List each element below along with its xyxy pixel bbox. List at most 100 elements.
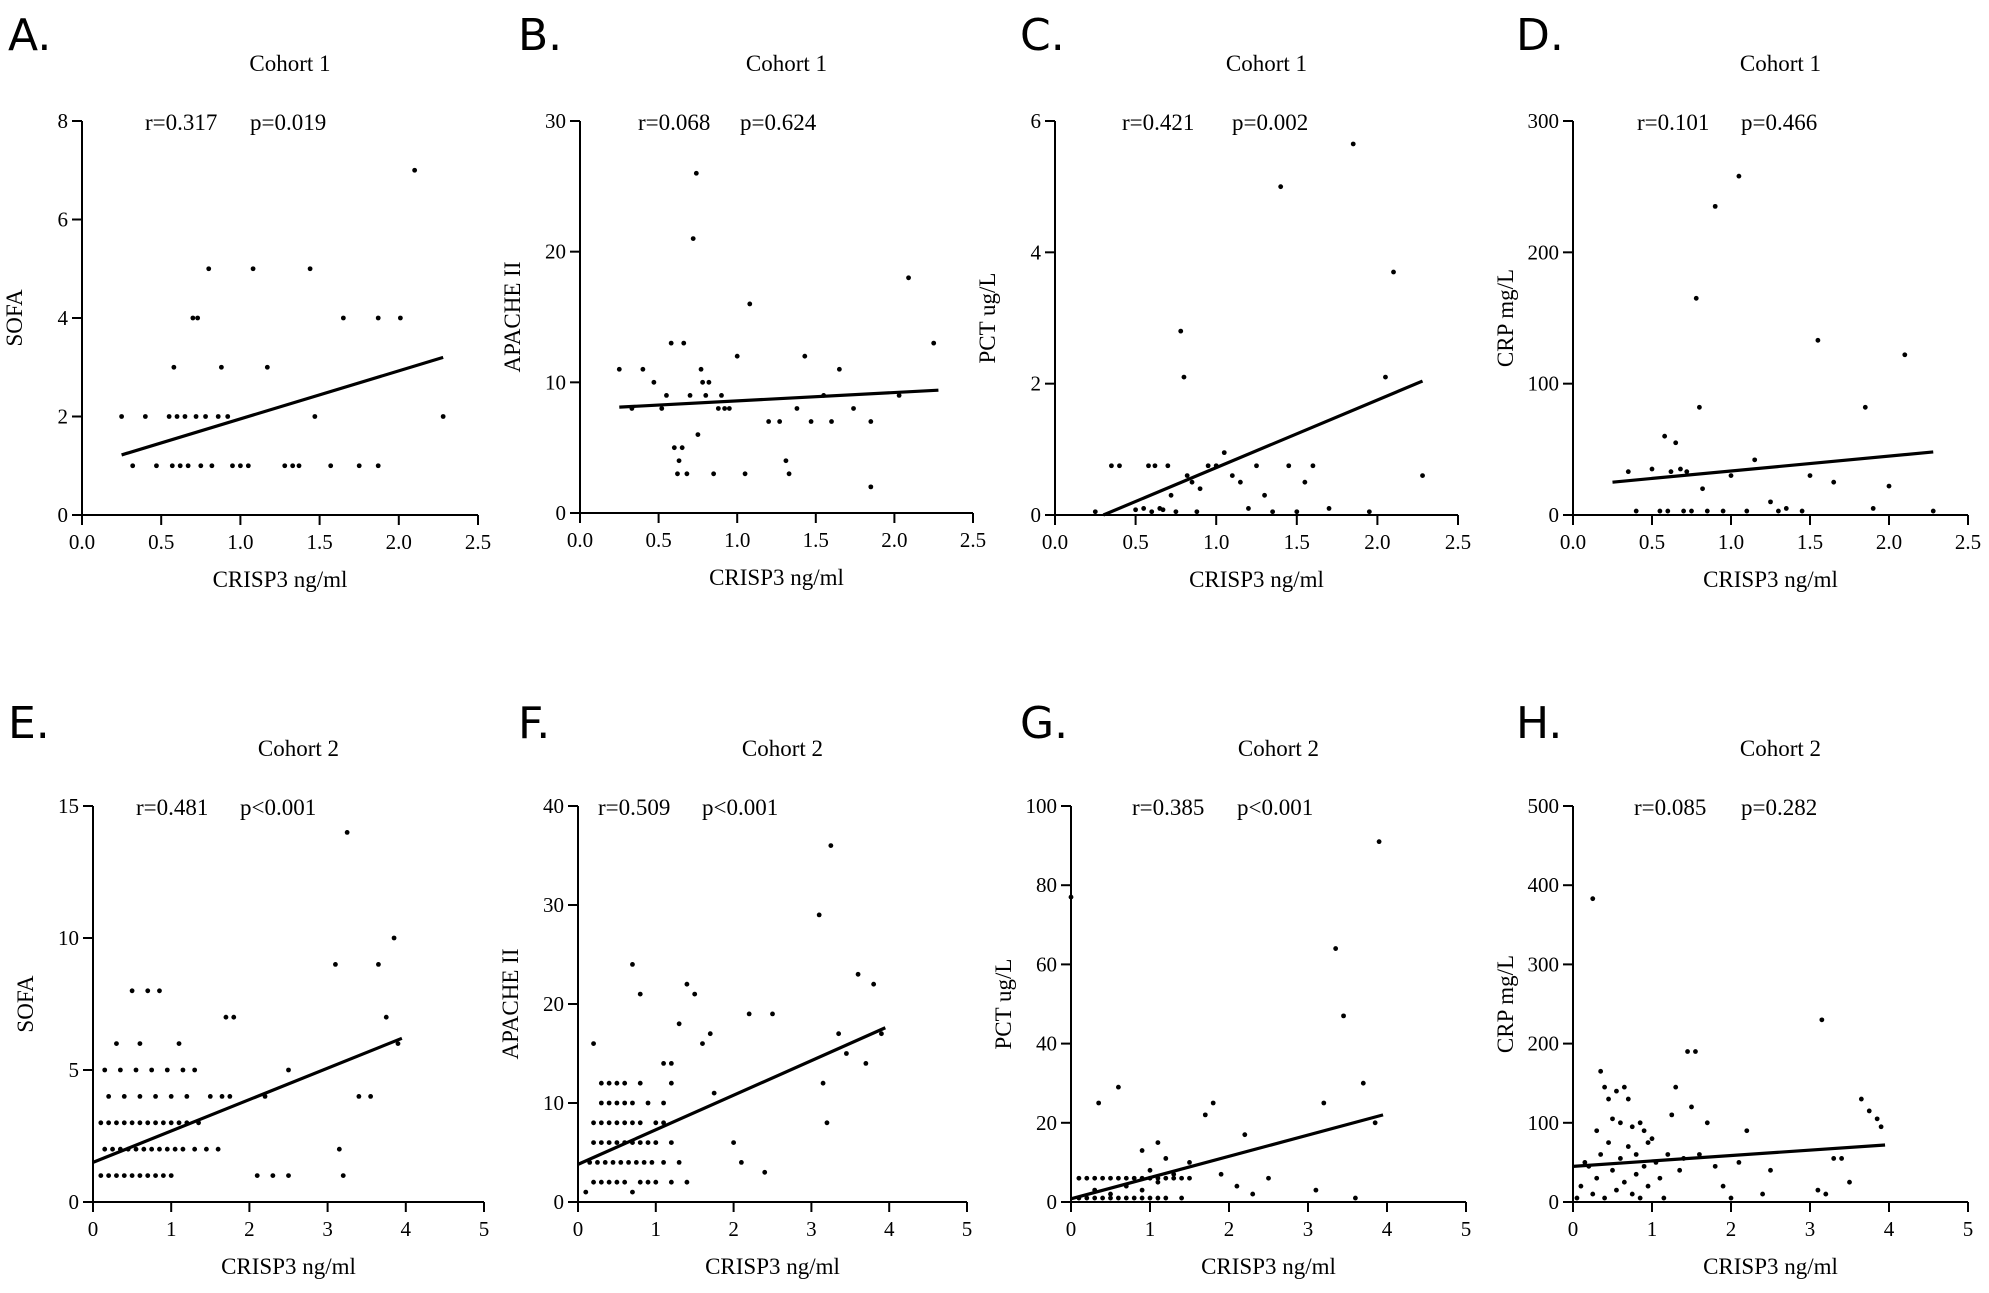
x-tick-label: 0.0: [69, 530, 95, 554]
data-point: [142, 414, 148, 419]
data-point: [598, 1140, 604, 1145]
data-point: [286, 1173, 291, 1178]
panel-title: Cohort 2: [258, 736, 339, 761]
x-tick-label: 1: [1145, 1217, 1156, 1241]
y-tick-label: 80: [1036, 873, 1057, 897]
data-point: [1302, 479, 1308, 485]
data-point: [738, 1160, 744, 1165]
data-point: [1665, 1152, 1671, 1157]
data-point: [1783, 506, 1789, 511]
data-point: [1278, 184, 1284, 190]
data-point: [762, 1169, 768, 1175]
stat-p: p=0.002: [1232, 110, 1308, 135]
data-point: [166, 414, 172, 419]
data-point: [1598, 1152, 1604, 1157]
data-point: [106, 1094, 112, 1099]
data-point: [661, 1160, 666, 1165]
data-point: [808, 419, 814, 424]
data-point: [679, 445, 685, 451]
x-tick-label: 2.0: [386, 530, 412, 554]
x-axis-label: CRISP3 ng/ml: [1703, 567, 1838, 592]
data-point: [703, 393, 709, 398]
data-point: [1878, 1124, 1884, 1130]
data-point: [602, 1160, 608, 1165]
data-point: [1799, 508, 1805, 514]
data-point: [746, 1011, 752, 1017]
data-point: [676, 1021, 682, 1027]
data-point: [583, 1189, 589, 1195]
data-point: [1155, 1179, 1161, 1185]
x-tick-label: 2.5: [960, 528, 986, 552]
data-point: [1590, 1191, 1596, 1197]
x-tick-label: 5: [962, 1217, 973, 1241]
data-point: [137, 1041, 143, 1046]
data-point: [1221, 450, 1227, 456]
data-point: [180, 1146, 186, 1152]
data-point: [227, 1094, 233, 1099]
panel-2: B. Cohort 1 r=0.068 p=0.624 0.0 0.5 1.0 1.5 2.0 2…: [500, 10, 986, 590]
x-tick-label: 2: [1224, 1217, 1235, 1241]
data-point: [1254, 463, 1259, 469]
data-point: [664, 393, 669, 398]
panel-letter: D.: [1516, 10, 1564, 61]
data-point: [722, 406, 728, 411]
data-point: [653, 1120, 659, 1126]
panel-1: A. Cohort 1 r=0.317 p=0.019 0.0 0.5 1.0 1.5 2.0 2…: [2, 10, 491, 592]
data-point: [1234, 1183, 1240, 1189]
x-tick-label: 2.5: [1445, 530, 1471, 554]
data-point: [844, 1051, 849, 1056]
x-tick-label: 4: [1382, 1217, 1393, 1241]
data-point: [250, 266, 256, 272]
x-tick-label: 5: [479, 1217, 490, 1241]
data-point: [1372, 1120, 1378, 1126]
data-point: [190, 315, 196, 321]
data-point: [824, 1120, 830, 1126]
data-point: [633, 1160, 639, 1165]
data-point: [1677, 1167, 1683, 1173]
data-point: [1116, 1195, 1121, 1201]
data-point: [206, 266, 212, 272]
data-point: [731, 1140, 736, 1145]
y-axis-label: APACHE II: [498, 949, 523, 1060]
data-point: [1165, 463, 1171, 469]
data-point: [340, 315, 346, 321]
data-point: [1155, 1195, 1161, 1201]
data-point: [130, 463, 136, 469]
data-point: [133, 1146, 139, 1152]
data-point: [440, 414, 446, 419]
data-point: [1823, 1191, 1829, 1197]
data-point: [1139, 1195, 1145, 1201]
data-point: [264, 364, 270, 370]
data-point: [1353, 1195, 1358, 1201]
x-axis-label: CRISP3 ng/ml: [1703, 1254, 1838, 1279]
data-point: [1621, 1179, 1627, 1185]
data-point: [687, 393, 693, 398]
stat-r: r=0.085: [1634, 795, 1706, 820]
y-tick-label: 100: [1528, 372, 1560, 396]
data-point: [747, 301, 753, 307]
panel-letter: E.: [8, 698, 50, 749]
regression-line: [1070, 1113, 1384, 1201]
data-point: [129, 988, 135, 994]
stat-r: r=0.385: [1132, 795, 1204, 820]
data-point: [1665, 508, 1671, 514]
panel-title: Cohort 2: [1238, 736, 1319, 761]
data-point: [177, 463, 183, 469]
y-tick-label: 100: [1528, 1111, 1560, 1135]
data-point: [1178, 328, 1184, 334]
data-point: [630, 1120, 635, 1126]
y-tick-label: 200: [1528, 240, 1560, 264]
data-point: [117, 1067, 123, 1073]
data-point: [184, 1094, 190, 1099]
data-point: [160, 1173, 166, 1178]
data-point: [1930, 508, 1936, 514]
data-point: [171, 364, 177, 370]
data-point: [649, 1160, 655, 1165]
data-point: [851, 406, 856, 411]
data-point: [1100, 1175, 1105, 1181]
panel-letter: A.: [8, 10, 51, 61]
data-point: [1720, 508, 1726, 514]
panel-title: Cohort 1: [249, 51, 330, 76]
data-point: [1237, 479, 1243, 485]
x-tick-label: 2: [244, 1217, 255, 1241]
